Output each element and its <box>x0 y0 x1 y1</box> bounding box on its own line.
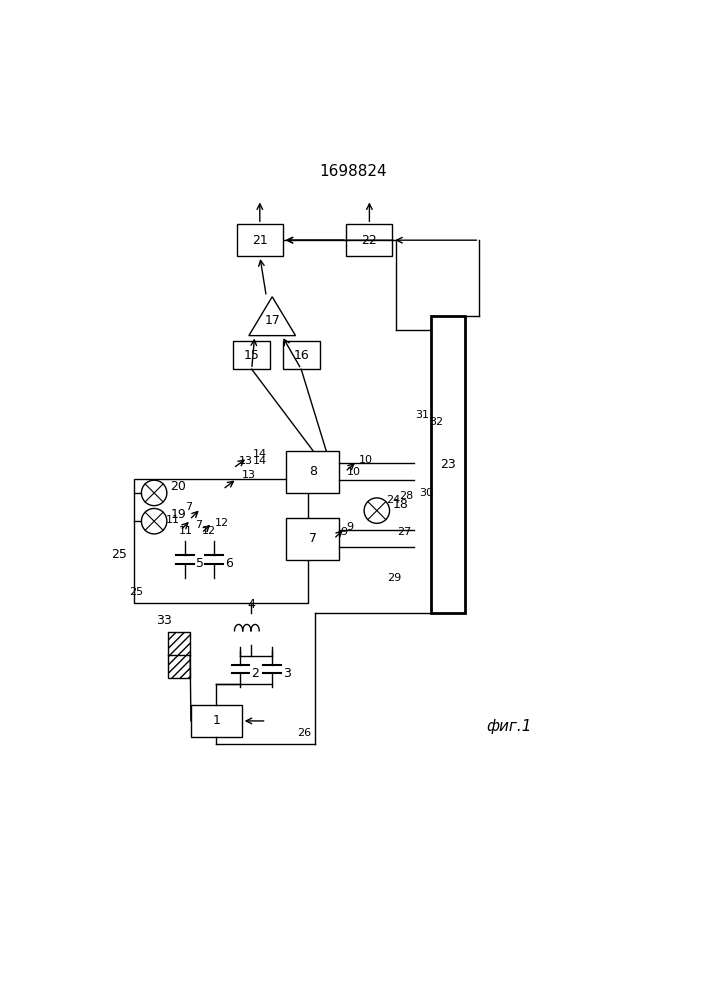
Text: 12: 12 <box>202 526 216 536</box>
Text: 16: 16 <box>293 349 309 362</box>
Text: 6: 6 <box>225 557 233 570</box>
Text: 11: 11 <box>179 526 193 536</box>
Text: 24: 24 <box>386 495 400 505</box>
Text: 15: 15 <box>244 349 259 362</box>
Text: 25: 25 <box>112 548 127 561</box>
Text: 1698824: 1698824 <box>320 164 387 179</box>
Text: 8: 8 <box>309 465 317 478</box>
Text: 26: 26 <box>297 728 311 738</box>
Text: 29: 29 <box>387 573 402 583</box>
Bar <box>286 518 339 560</box>
Text: 7: 7 <box>185 502 192 512</box>
Text: 4: 4 <box>247 598 255 611</box>
Text: 14: 14 <box>253 449 267 459</box>
Text: 11: 11 <box>166 515 180 525</box>
Bar <box>431 316 465 613</box>
Text: 10: 10 <box>346 467 361 477</box>
Text: 31: 31 <box>415 410 429 420</box>
Text: 28: 28 <box>399 491 414 501</box>
Text: 20: 20 <box>170 480 186 493</box>
Text: 1: 1 <box>212 714 221 727</box>
Text: 23: 23 <box>440 458 456 471</box>
Text: 19: 19 <box>170 508 186 521</box>
Text: 14: 14 <box>253 456 267 466</box>
Text: 9: 9 <box>340 527 347 537</box>
Text: 13: 13 <box>242 470 256 480</box>
Text: 18: 18 <box>393 498 409 511</box>
Bar <box>191 705 242 737</box>
Text: 13: 13 <box>239 456 253 466</box>
Text: 21: 21 <box>252 234 268 247</box>
Text: 17: 17 <box>264 314 280 327</box>
Text: 7: 7 <box>309 532 317 545</box>
Bar <box>233 341 270 369</box>
Text: 33: 33 <box>156 614 172 627</box>
Text: 5: 5 <box>196 557 204 570</box>
Text: 22: 22 <box>361 234 378 247</box>
Text: 25: 25 <box>129 587 143 597</box>
Text: 27: 27 <box>397 527 411 537</box>
Text: 7: 7 <box>195 520 202 530</box>
Text: 30: 30 <box>419 488 433 498</box>
Text: 3: 3 <box>283 667 291 680</box>
Bar <box>346 224 392 256</box>
Bar <box>286 451 339 493</box>
Bar <box>237 224 283 256</box>
Text: 32: 32 <box>429 417 443 427</box>
Bar <box>134 479 308 603</box>
Bar <box>168 632 190 678</box>
Text: 10: 10 <box>359 455 373 465</box>
Text: 12: 12 <box>215 518 229 528</box>
Text: 2: 2 <box>251 667 259 680</box>
Text: фиг.1: фиг.1 <box>486 719 532 734</box>
Bar <box>283 341 320 369</box>
Text: 9: 9 <box>346 522 354 532</box>
